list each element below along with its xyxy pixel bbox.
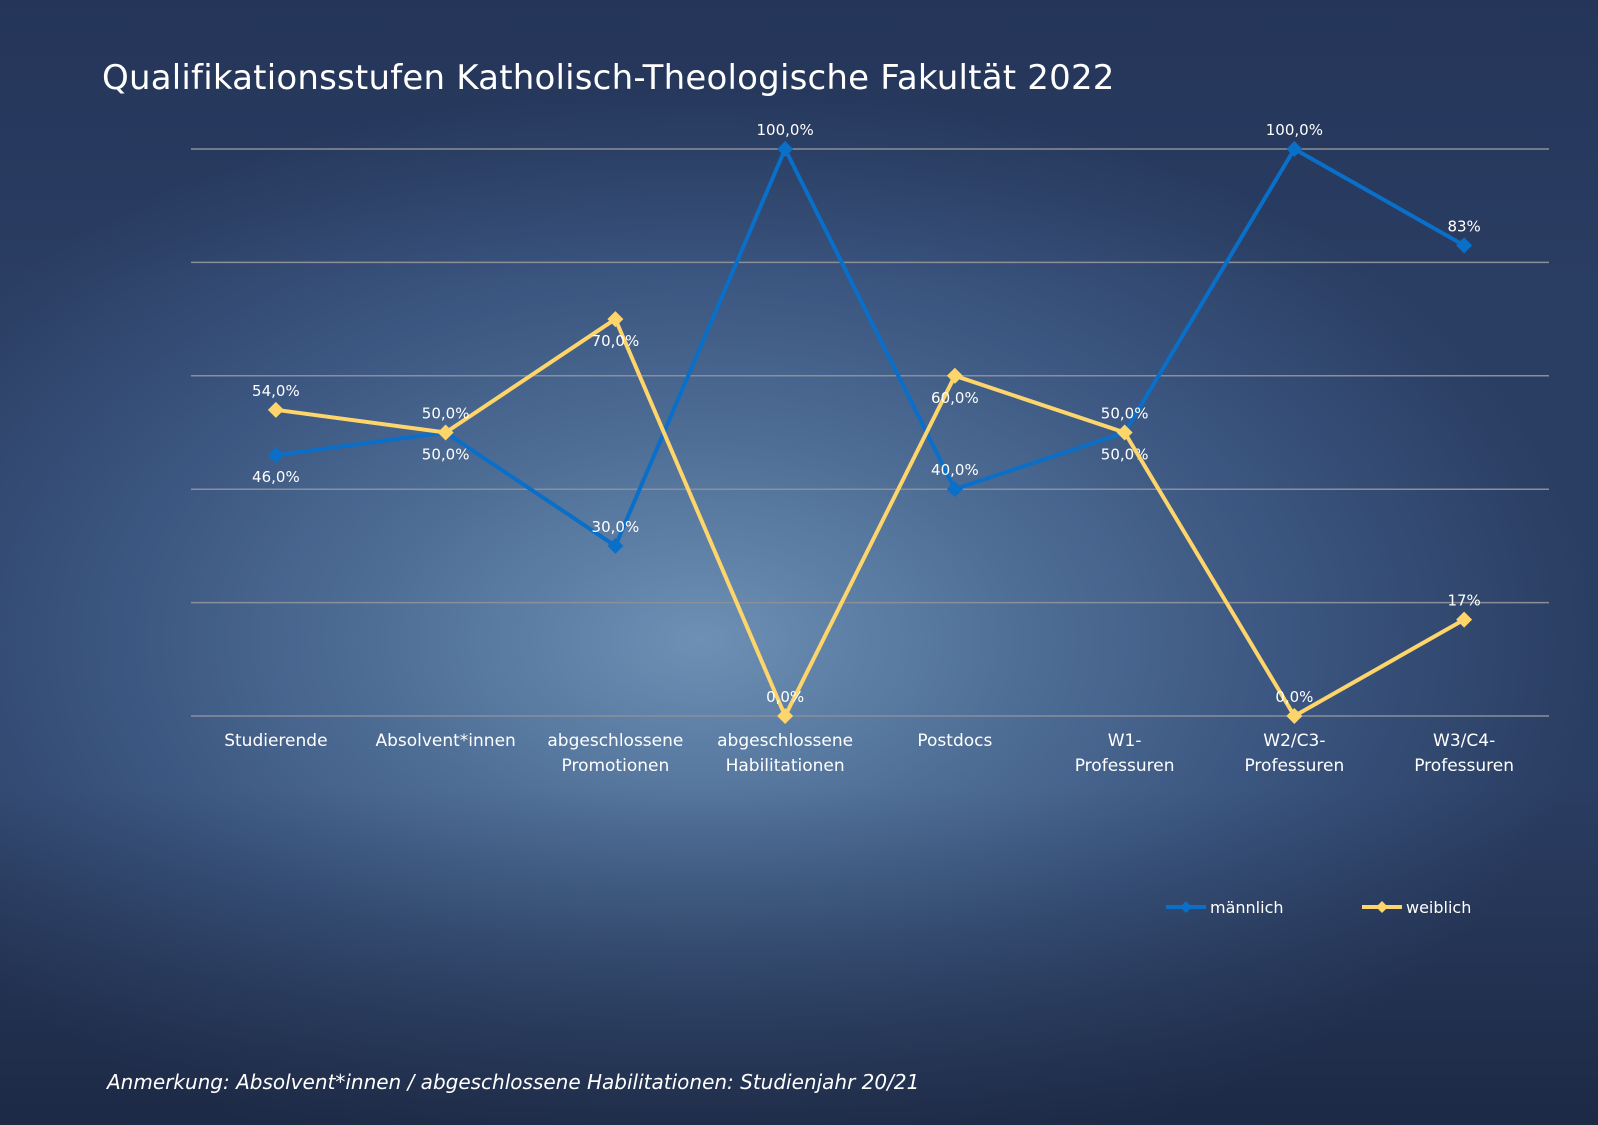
category-label: Studierende (224, 731, 327, 751)
category-label: abgeschlossene (547, 731, 683, 751)
data-label: 50,0% (1101, 405, 1149, 423)
category-label: Absolvent*innen (375, 731, 515, 751)
category-label: abgeschlossene (717, 731, 853, 751)
legend-label: männlich (1210, 898, 1284, 917)
data-point-marker (777, 141, 794, 157)
data-point-marker (1456, 237, 1473, 254)
data-label: 83% (1447, 217, 1480, 235)
legend-label: weiblich (1406, 898, 1471, 917)
chart-note: Anmerkung: Absolvent*innen / abgeschloss… (107, 1070, 920, 1094)
data-point-marker (946, 367, 963, 384)
data-label: 54,0% (252, 382, 300, 400)
data-label: 40,0% (931, 461, 979, 479)
data-label: 50,0% (422, 405, 470, 423)
data-label: 30,0% (592, 518, 640, 536)
data-point-marker (267, 401, 284, 418)
data-point-marker (1456, 611, 1473, 628)
category-label: Habilitationen (726, 756, 845, 776)
data-label: 46,0% (252, 468, 300, 486)
data-point-marker (267, 447, 284, 464)
category-label: W3/C4- (1433, 731, 1495, 751)
data-point-marker (1286, 141, 1303, 157)
series-line-weiblich (275, 317, 1466, 718)
category-label: W1- (1108, 731, 1142, 751)
category-label: Professuren (1075, 756, 1175, 776)
data-label: 0,0% (766, 688, 804, 706)
data-label: 100,0% (1266, 121, 1323, 139)
data-label: 50,0% (422, 446, 470, 464)
category-label: W2/C3- (1263, 731, 1325, 751)
data-label: 70,0% (592, 332, 640, 350)
category-label: Promotionen (562, 756, 670, 776)
category-label: Postdocs (917, 731, 992, 751)
data-label: 17% (1447, 592, 1480, 610)
data-point-marker (1116, 424, 1133, 441)
legend-marker (1180, 901, 1192, 913)
legend-marker (1376, 901, 1388, 913)
data-point-marker (437, 424, 454, 441)
category-label: Professuren (1414, 756, 1514, 776)
data-point-marker (607, 311, 624, 328)
data-point-marker (946, 481, 963, 498)
category-label: Professuren (1244, 756, 1344, 776)
data-label: 0,0% (1275, 688, 1313, 706)
data-point-marker (607, 537, 624, 554)
data-point-marker (777, 708, 794, 724)
data-label: 100,0% (757, 121, 814, 139)
chart-title: Qualifikationsstufen Katholisch-Theologi… (102, 58, 1115, 98)
series-line-männlich (275, 147, 1466, 548)
data-point-marker (1286, 708, 1303, 724)
data-label: 60,0% (931, 389, 979, 407)
